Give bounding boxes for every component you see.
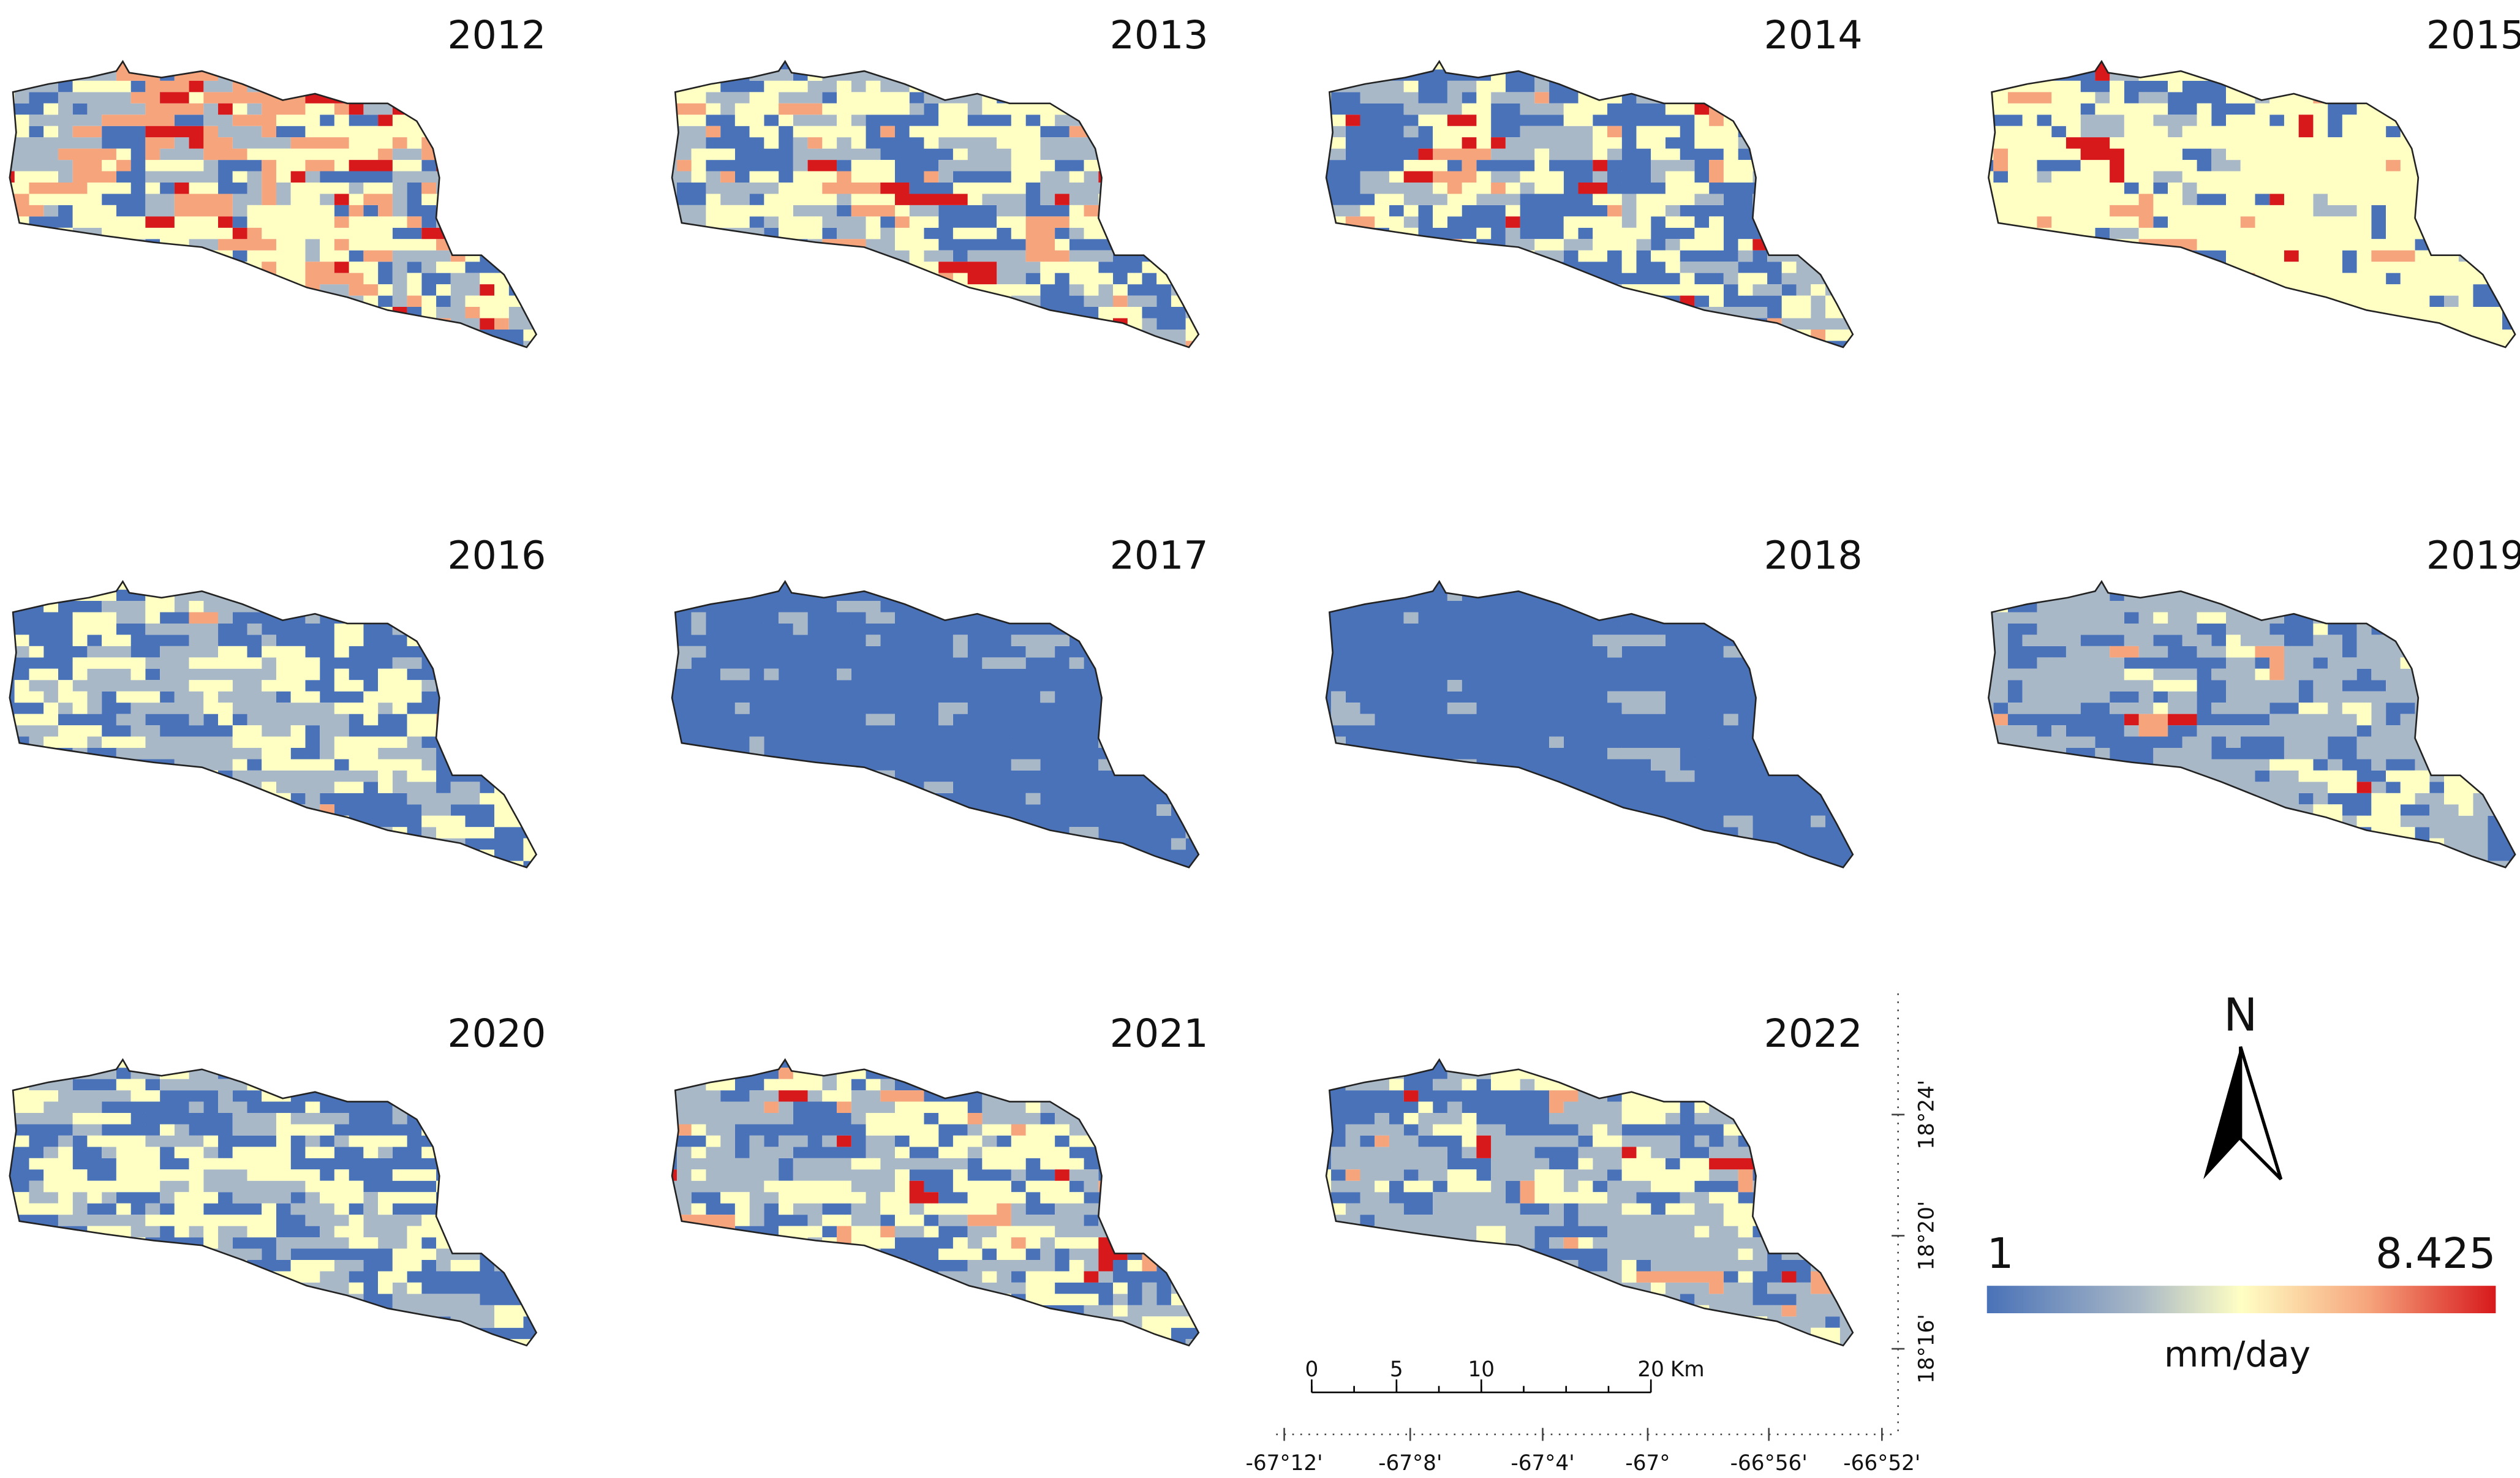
raster-class [9,61,537,347]
lat-label: 18°20' [1915,1201,1939,1271]
raster-class [9,61,537,347]
basin-outline [9,579,538,869]
year-label: 2018 [1764,532,1863,578]
basin-panel: 2013 [671,12,1209,349]
raster-class [676,61,1199,347]
raster [1326,581,1853,868]
graticule: -67°12' -67°8' -67°4' -67° -66°56' -66°52' 18°… [1245,993,1939,1476]
year-label: 2012 [447,12,546,58]
lat-label: 18°24' [1915,1080,1939,1150]
basin-panel: 2015 [1988,12,2520,349]
lon-label: -66°56' [1730,1451,1808,1476]
raster-class [672,581,1199,868]
scale-bar: Km 0 5 10 20 [1305,1357,1705,1393]
year-label: 2019 [2426,532,2520,578]
lon-label: -67°12' [1245,1451,1322,1476]
raster [1326,61,1853,347]
raster-class [672,61,1199,347]
lon-label: -67°4' [1511,1451,1574,1476]
scale-tick-label: 20 [1637,1357,1664,1382]
basin-panel: 2019 [1988,532,2520,869]
basin-panel: 2021 [671,1011,1209,1347]
raster-class [672,1059,1199,1346]
lon-label: -67°8' [1378,1451,1442,1476]
raster-class [1326,581,1853,868]
raster-class [1326,1059,1853,1346]
raster-class [2065,61,2516,347]
north-arrow: N [2203,989,2283,1180]
basin-panel: 2017 [671,532,1209,869]
year-label: 2013 [1110,12,1209,58]
arrow-right [2239,1046,2283,1180]
basin-outline [1325,579,1854,869]
raster-class [1988,581,2516,868]
scale-tick-label: 10 [1468,1357,1495,1382]
lon-label: -67° [1625,1451,1670,1476]
raster [9,581,537,868]
basin-outline [1325,59,1854,349]
scale-unit: Km [1670,1357,1705,1382]
raster-class [672,1059,1199,1346]
legend-max: 8.425 [2375,1229,2495,1278]
basin-outline [671,59,1200,349]
basin-panel: 2022 [1325,1011,1863,1347]
basin-outline [9,1058,538,1347]
basin-panel: 2014 [1325,12,1863,349]
arrow-left [2203,1046,2241,1180]
scale-tick-label: 5 [1390,1357,1403,1382]
basin-outline [9,59,538,349]
panels: 2012 2013 2014 2015 2016 2017 2018 2019 2020 2021… [9,12,2520,1347]
raster-class [1988,581,2516,868]
raster [672,1059,1199,1346]
raster [9,1059,537,1346]
raster-class [1326,61,1853,347]
lat-label: 18°16' [1915,1314,1939,1384]
scale-tick-label: 0 [1305,1357,1318,1382]
basin-panel: 2016 [9,532,546,869]
year-label: 2020 [447,1011,546,1056]
raster-class [672,61,1171,347]
basin-outline [671,1058,1200,1347]
raster [1988,61,2516,347]
year-label: 2014 [1764,12,1863,58]
raster-class [1326,61,1853,347]
basin-outline [671,579,1200,869]
raster-class [1331,581,1853,850]
north-label: N [2224,989,2257,1042]
raster [672,61,1199,347]
color-ramp [1986,1286,2496,1314]
raster-class [9,581,537,868]
lon-label: -66°52' [1843,1451,1920,1476]
year-label: 2021 [1110,1011,1209,1056]
legend: 1 8.425 mm/day [1986,1229,2496,1375]
year-label: 2016 [447,532,546,578]
raster-class [1988,61,2516,347]
basin-outline [1988,579,2516,869]
raster [1988,581,2516,868]
raster [672,581,1199,868]
raster [1326,1059,1853,1346]
raster-class [9,581,537,868]
basin-panel: 2018 [1325,532,1863,869]
legend-min: 1 [1987,1229,2014,1278]
basin-panel: 2020 [9,1011,546,1347]
year-label: 2017 [1110,532,1209,578]
legend-unit: mm/day [2164,1333,2311,1375]
basin-panel: 2012 [9,12,546,349]
basin-outline [1988,59,2516,349]
year-label: 2015 [2426,12,2520,58]
basin-outline [1325,1058,1854,1347]
year-label: 2022 [1764,1011,1863,1056]
raster [9,61,537,347]
raster-class [9,1059,537,1346]
